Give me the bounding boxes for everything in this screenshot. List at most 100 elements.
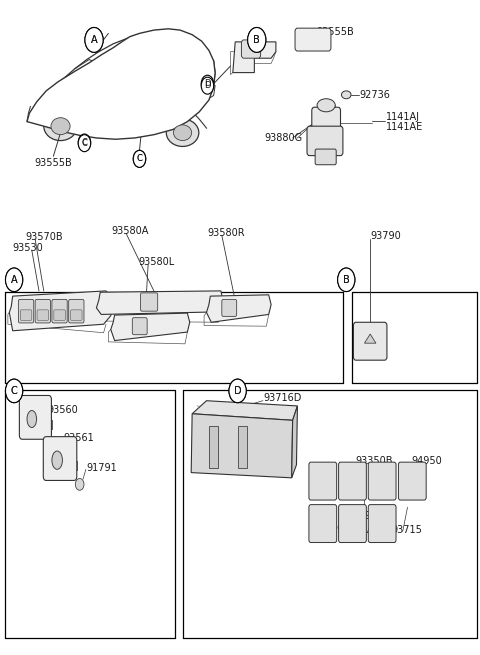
Circle shape <box>5 268 23 291</box>
FancyBboxPatch shape <box>315 149 336 165</box>
Polygon shape <box>191 414 293 478</box>
Polygon shape <box>192 401 298 421</box>
FancyBboxPatch shape <box>18 299 34 323</box>
Text: A: A <box>91 35 97 45</box>
FancyBboxPatch shape <box>37 310 48 320</box>
Text: C: C <box>136 155 143 163</box>
Text: B: B <box>343 275 349 285</box>
FancyBboxPatch shape <box>307 126 343 156</box>
Circle shape <box>75 479 84 490</box>
Circle shape <box>201 75 214 92</box>
Polygon shape <box>233 42 276 73</box>
Circle shape <box>5 268 23 291</box>
Text: B: B <box>253 35 260 45</box>
Circle shape <box>337 268 355 291</box>
FancyBboxPatch shape <box>353 322 387 360</box>
Circle shape <box>248 28 266 52</box>
Text: 92736: 92736 <box>360 90 391 100</box>
Text: C: C <box>136 155 143 163</box>
Text: D: D <box>204 79 211 88</box>
Text: 93580R: 93580R <box>207 228 245 238</box>
Circle shape <box>229 379 246 403</box>
Text: 93555B: 93555B <box>317 27 354 37</box>
Text: A: A <box>11 275 17 285</box>
Circle shape <box>337 268 355 291</box>
Circle shape <box>248 28 266 52</box>
FancyBboxPatch shape <box>35 299 50 323</box>
Text: 93580A: 93580A <box>112 226 149 236</box>
FancyBboxPatch shape <box>368 462 396 500</box>
Circle shape <box>133 151 146 168</box>
FancyBboxPatch shape <box>241 40 261 58</box>
Text: C: C <box>82 139 87 147</box>
Ellipse shape <box>166 119 199 147</box>
Text: 93715: 93715 <box>392 525 422 535</box>
Text: B: B <box>253 35 260 45</box>
Text: 91791: 91791 <box>86 463 117 473</box>
FancyBboxPatch shape <box>69 299 84 323</box>
Polygon shape <box>111 313 190 341</box>
FancyBboxPatch shape <box>52 299 67 323</box>
FancyBboxPatch shape <box>295 28 331 51</box>
Circle shape <box>78 135 91 152</box>
FancyBboxPatch shape <box>398 462 426 500</box>
Text: 93530: 93530 <box>12 244 43 253</box>
Circle shape <box>78 134 91 151</box>
Text: 94950: 94950 <box>411 456 442 466</box>
FancyBboxPatch shape <box>71 310 82 320</box>
Text: A: A <box>11 275 17 285</box>
FancyBboxPatch shape <box>222 299 237 316</box>
Text: 1141AE: 1141AE <box>386 122 423 132</box>
FancyBboxPatch shape <box>43 437 77 481</box>
Polygon shape <box>206 295 271 322</box>
FancyBboxPatch shape <box>368 504 396 542</box>
Ellipse shape <box>173 125 192 141</box>
Ellipse shape <box>317 99 335 112</box>
Polygon shape <box>238 426 247 468</box>
Text: 93350B: 93350B <box>356 456 393 466</box>
FancyBboxPatch shape <box>338 504 366 542</box>
Polygon shape <box>292 406 298 478</box>
Text: 93716D: 93716D <box>263 393 301 403</box>
Text: 93570B: 93570B <box>25 233 63 242</box>
Circle shape <box>5 379 23 403</box>
Text: D: D <box>234 386 241 396</box>
Text: C: C <box>11 386 17 396</box>
FancyBboxPatch shape <box>132 318 147 335</box>
Text: 93770: 93770 <box>364 511 396 521</box>
Circle shape <box>5 379 23 403</box>
Ellipse shape <box>51 118 70 135</box>
FancyBboxPatch shape <box>338 462 366 500</box>
FancyBboxPatch shape <box>141 293 157 311</box>
FancyBboxPatch shape <box>19 396 51 440</box>
Polygon shape <box>364 334 376 343</box>
Text: 93561: 93561 <box>64 433 95 443</box>
FancyBboxPatch shape <box>309 504 336 542</box>
Circle shape <box>229 379 246 403</box>
Polygon shape <box>96 291 223 314</box>
Text: 93580L: 93580L <box>138 257 174 267</box>
Text: B: B <box>343 275 349 285</box>
Ellipse shape <box>52 451 62 470</box>
Polygon shape <box>209 426 218 468</box>
FancyBboxPatch shape <box>312 107 340 135</box>
FancyBboxPatch shape <box>309 462 336 500</box>
Polygon shape <box>27 29 215 140</box>
Circle shape <box>85 28 103 52</box>
Text: C: C <box>82 138 87 147</box>
Ellipse shape <box>44 112 77 141</box>
FancyBboxPatch shape <box>20 310 32 320</box>
Text: D: D <box>204 81 211 90</box>
Ellipse shape <box>341 91 351 99</box>
Text: 93555B: 93555B <box>35 158 72 168</box>
Polygon shape <box>9 291 113 331</box>
Text: 93715A: 93715A <box>336 525 374 535</box>
FancyBboxPatch shape <box>54 310 65 320</box>
Ellipse shape <box>27 411 36 428</box>
Text: C: C <box>11 386 17 396</box>
Circle shape <box>201 77 214 94</box>
Text: A: A <box>91 35 97 45</box>
Circle shape <box>85 28 103 52</box>
Text: 93790: 93790 <box>370 231 401 241</box>
Text: 93880G: 93880G <box>264 133 302 143</box>
